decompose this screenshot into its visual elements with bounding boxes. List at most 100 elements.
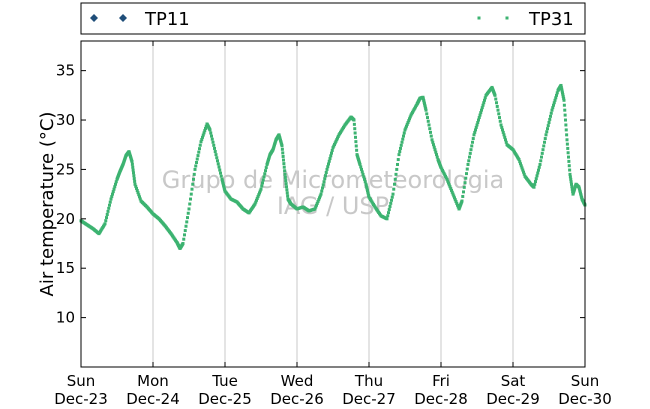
data-point: [498, 119, 502, 123]
data-point: [566, 151, 570, 155]
data-point: [208, 128, 212, 132]
data-point: [423, 105, 427, 109]
data-point: [483, 98, 486, 102]
data-point: [281, 151, 285, 155]
data-point: [462, 185, 466, 189]
x-tick-label-date: Dec-24: [126, 390, 180, 408]
data-point: [471, 137, 475, 141]
data-point: [429, 130, 432, 134]
data-point: [468, 151, 472, 155]
data-point: [567, 159, 571, 163]
data-point: [285, 191, 289, 195]
data-point: [462, 190, 465, 194]
data-point: [498, 116, 501, 120]
data-point: [361, 172, 365, 176]
data-point: [453, 196, 456, 200]
data-point: [548, 117, 552, 121]
data-point: [390, 195, 394, 199]
data-point: [447, 183, 451, 187]
data-point: [465, 167, 469, 171]
data-point: [314, 205, 318, 209]
data-point: [330, 151, 333, 155]
data-point: [544, 133, 548, 137]
data-point: [336, 134, 340, 138]
data-point: [428, 127, 432, 131]
data-point: [109, 197, 113, 201]
data-point: [567, 155, 570, 159]
data-point: [182, 237, 186, 241]
data-point: [108, 203, 111, 207]
data-point: [352, 122, 356, 126]
data-point: [183, 229, 187, 233]
data-point: [406, 121, 410, 124]
data-point: [253, 202, 257, 206]
data-point: [199, 140, 203, 144]
data-point: [448, 185, 452, 189]
data-point: [216, 162, 220, 166]
data-point: [255, 196, 259, 200]
data-point: [433, 148, 437, 152]
data-point: [200, 138, 204, 142]
y-tick-label: 10: [56, 309, 75, 327]
data-point: [445, 177, 449, 181]
data-point: [111, 190, 115, 194]
data-point: [331, 146, 335, 150]
data-point: [404, 126, 408, 130]
data-point: [213, 150, 217, 154]
legend-box: [80, 2, 586, 35]
data-point: [386, 214, 390, 218]
data-point: [131, 165, 135, 169]
data-point: [184, 224, 188, 228]
data-point: [385, 217, 389, 221]
data-point: [393, 182, 396, 186]
data-point: [563, 113, 567, 117]
data-point: [285, 188, 289, 192]
data-point: [435, 153, 438, 157]
data-point: [398, 150, 402, 154]
data-point: [562, 96, 566, 100]
data-point: [258, 189, 262, 193]
x-tick-label-date: Dec-29: [486, 390, 540, 408]
data-point: [112, 187, 116, 191]
data-point: [547, 121, 551, 124]
data-point: [131, 168, 135, 172]
data-point: [564, 128, 568, 132]
data-point: [539, 159, 543, 163]
data-point: [564, 123, 568, 127]
data-point: [474, 125, 478, 129]
data-point: [549, 111, 553, 115]
data-point: [540, 151, 544, 155]
data-point: [354, 140, 358, 144]
data-point: [113, 185, 117, 189]
data-point: [360, 167, 363, 171]
data-point: [503, 135, 507, 139]
data-point: [496, 108, 500, 112]
data-point: [534, 177, 538, 181]
data-point: [430, 138, 434, 142]
data-point: [318, 196, 321, 200]
data-point: [555, 93, 558, 97]
data-point: [326, 165, 330, 169]
data-point: [130, 160, 134, 164]
data-point: [466, 162, 470, 166]
data-point: [569, 177, 573, 181]
data-point: [465, 172, 468, 176]
data-point: [477, 118, 480, 122]
data-point: [135, 186, 138, 190]
data-point: [315, 201, 319, 205]
data-point: [219, 174, 223, 178]
data-point: [393, 177, 397, 181]
data-point: [365, 185, 369, 189]
data-point: [106, 209, 110, 213]
data-point: [501, 130, 505, 134]
data-point: [450, 188, 453, 192]
data-point: [352, 118, 356, 122]
data-point: [134, 184, 138, 188]
data-point: [209, 131, 213, 135]
data-point: [130, 162, 134, 166]
data-point: [363, 180, 367, 184]
data-point: [258, 191, 261, 195]
data-point: [538, 162, 542, 166]
data-point: [254, 200, 258, 204]
